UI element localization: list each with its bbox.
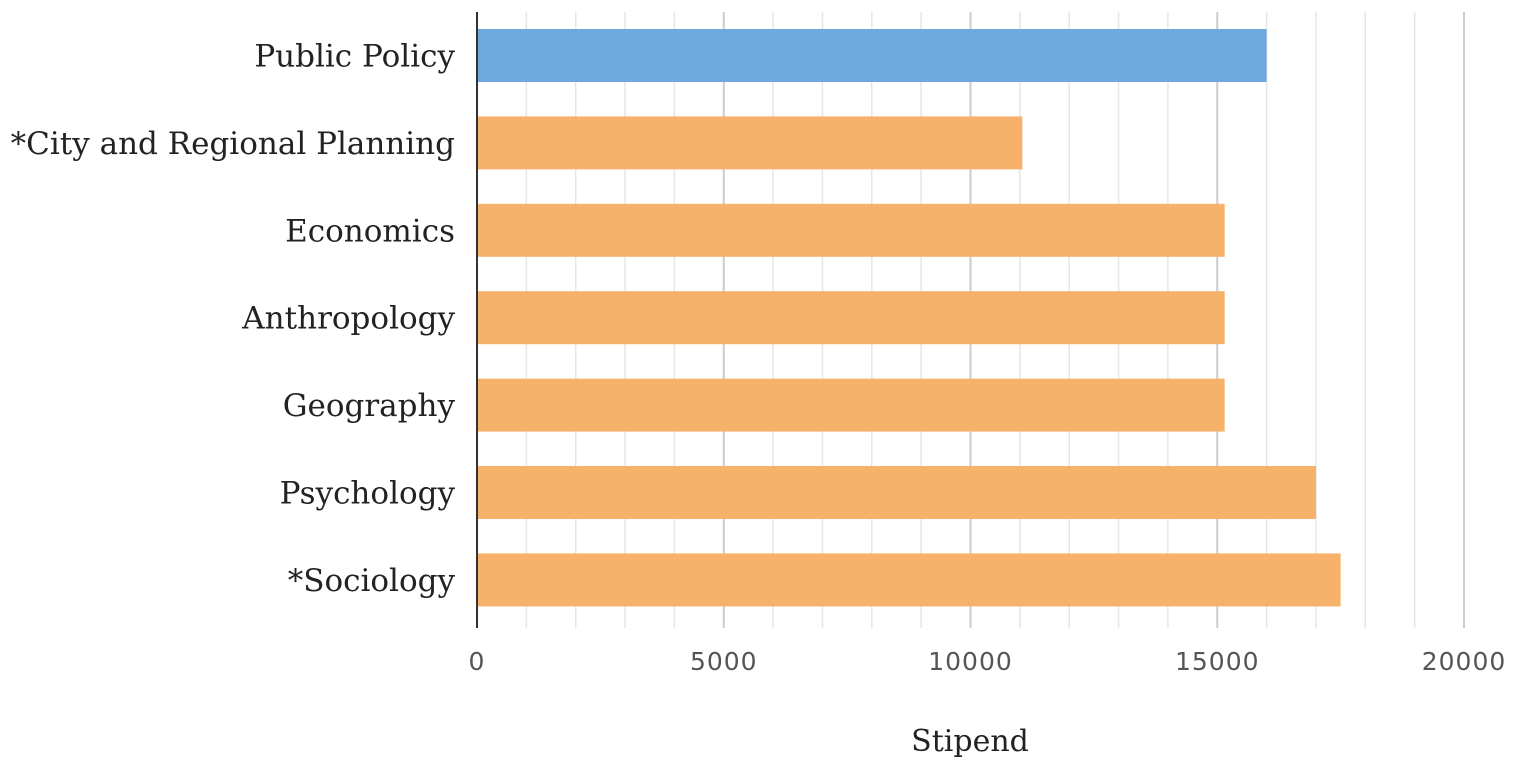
x-axis-title: Stipend [911,724,1029,759]
bar [477,116,1023,170]
bar [477,553,1341,607]
category-label: Economics [285,213,455,249]
x-tick-label: 15000 [1175,647,1260,676]
x-tick-label: 20000 [1422,647,1507,676]
bar [477,291,1225,345]
x-tick-label: 0 [469,647,486,676]
bars [477,29,1341,607]
category-label: Geography [283,388,456,424]
category-label: *Sociology [288,563,456,599]
category-labels: Public Policy *City and Regional Planning… [11,39,456,599]
category-label: Psychology [280,476,456,512]
x-tick-labels: 0 5000 10000 15000 20000 [469,647,1507,676]
category-label: Anthropology [241,301,455,337]
bar [477,378,1225,432]
x-tick-label: 10000 [928,647,1013,676]
category-label: *City and Regional Planning [11,126,455,162]
bar [477,203,1225,257]
bar [477,29,1267,82]
bar [477,466,1316,519]
x-tick-label: 5000 [690,647,758,676]
category-label: Public Policy [254,39,455,75]
